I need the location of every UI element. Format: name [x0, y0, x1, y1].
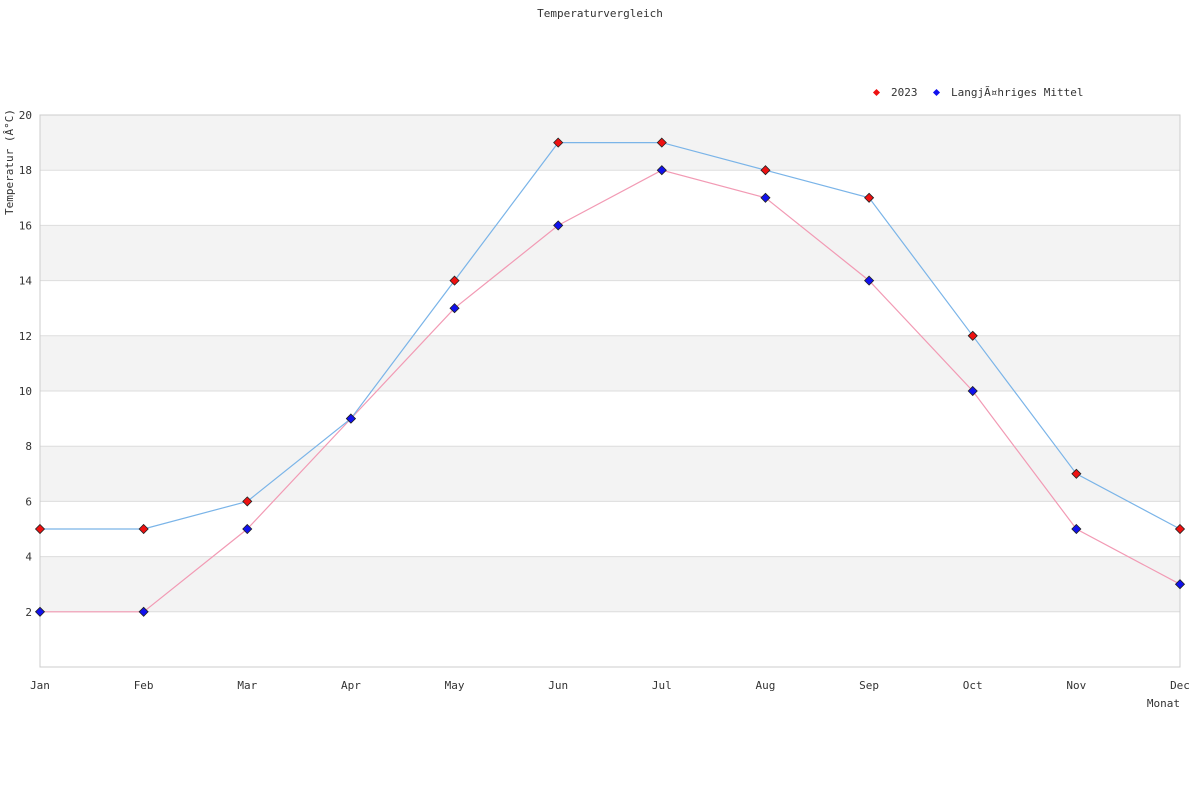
data-point [449, 275, 460, 286]
series-line [40, 169, 1181, 613]
data-point [1071, 468, 1082, 479]
x-axis-ticks: Jan Feb Mar Apr May Jun Jul Aug Sep Oct Nov Dec [30, 679, 1190, 692]
x-tick-label: Aug [756, 679, 776, 692]
y-tick-label: 6 [25, 495, 32, 508]
background-band [40, 446, 1180, 502]
y-tick-label: 20 [19, 109, 32, 122]
background-band [40, 556, 1180, 612]
data-point [553, 137, 564, 148]
x-tick-label: Sep [859, 679, 879, 692]
plot-frame [39, 114, 1181, 668]
legend-marker-2023 [872, 88, 881, 97]
legend-item-2023: 2023 [872, 86, 918, 99]
data-point [656, 165, 667, 176]
data-point [553, 220, 564, 231]
data-point [34, 523, 46, 535]
data-point [34, 606, 46, 617]
x-tick-label: Mar [237, 679, 257, 692]
background-bands [40, 115, 1180, 612]
legend-marker-langjaehriges-mittel [932, 88, 941, 97]
series-lines [40, 142, 1181, 613]
data-point [656, 137, 667, 148]
x-tick-label: May [445, 679, 465, 692]
y-tick-label: 18 [19, 164, 32, 177]
y-tick-label: 12 [19, 330, 32, 343]
x-tick-label: Jan [30, 679, 50, 692]
series-markers [34, 137, 1186, 617]
data-point [1174, 523, 1186, 535]
background-band [40, 335, 1180, 391]
y-tick-label: 10 [19, 385, 32, 398]
x-tick-label: Apr [341, 679, 361, 692]
y-tick-label: 4 [25, 551, 32, 564]
data-point [967, 330, 978, 341]
legend: 2023 LangjÃ¤hriges Mittel [872, 86, 1083, 99]
x-tick-label: Jun [548, 679, 568, 692]
data-point [1174, 579, 1186, 590]
x-tick-label: Oct [963, 679, 983, 692]
data-point [760, 165, 771, 176]
background-band [40, 225, 1180, 281]
chart-title: Temperaturvergleich [537, 7, 663, 20]
series-line [40, 142, 1181, 530]
y-tick-label: 14 [19, 275, 33, 288]
y-tick-label: 8 [25, 440, 32, 453]
data-point [242, 496, 253, 507]
data-point [138, 523, 149, 535]
legend-item-langjaehriges-mittel: LangjÃ¤hriges Mittel [932, 86, 1083, 99]
y-tick-label: 16 [19, 219, 32, 232]
data-point [345, 413, 356, 424]
data-point [449, 303, 460, 314]
x-tick-label: Jul [652, 679, 672, 692]
legend-label-2023: 2023 [891, 86, 918, 99]
y-tick-label: 2 [25, 606, 32, 619]
x-tick-label: Dec [1170, 679, 1190, 692]
legend-label-langjaehriges-mittel: LangjÃ¤hriges Mittel [951, 86, 1083, 99]
y-axis-label: Temperatur (Â°C) [3, 109, 16, 215]
x-tick-label: Feb [134, 679, 154, 692]
x-tick-label: Nov [1066, 679, 1086, 692]
y-axis-ticks: 2 4 6 8 10 12 14 16 18 20 [19, 109, 33, 619]
data-point [760, 192, 771, 203]
data-point [864, 275, 875, 286]
x-axis-label: Monat [1147, 697, 1180, 710]
data-point [1071, 523, 1082, 535]
data-point [138, 606, 149, 617]
data-point [864, 192, 875, 203]
data-point [242, 523, 253, 535]
data-point [967, 385, 978, 397]
